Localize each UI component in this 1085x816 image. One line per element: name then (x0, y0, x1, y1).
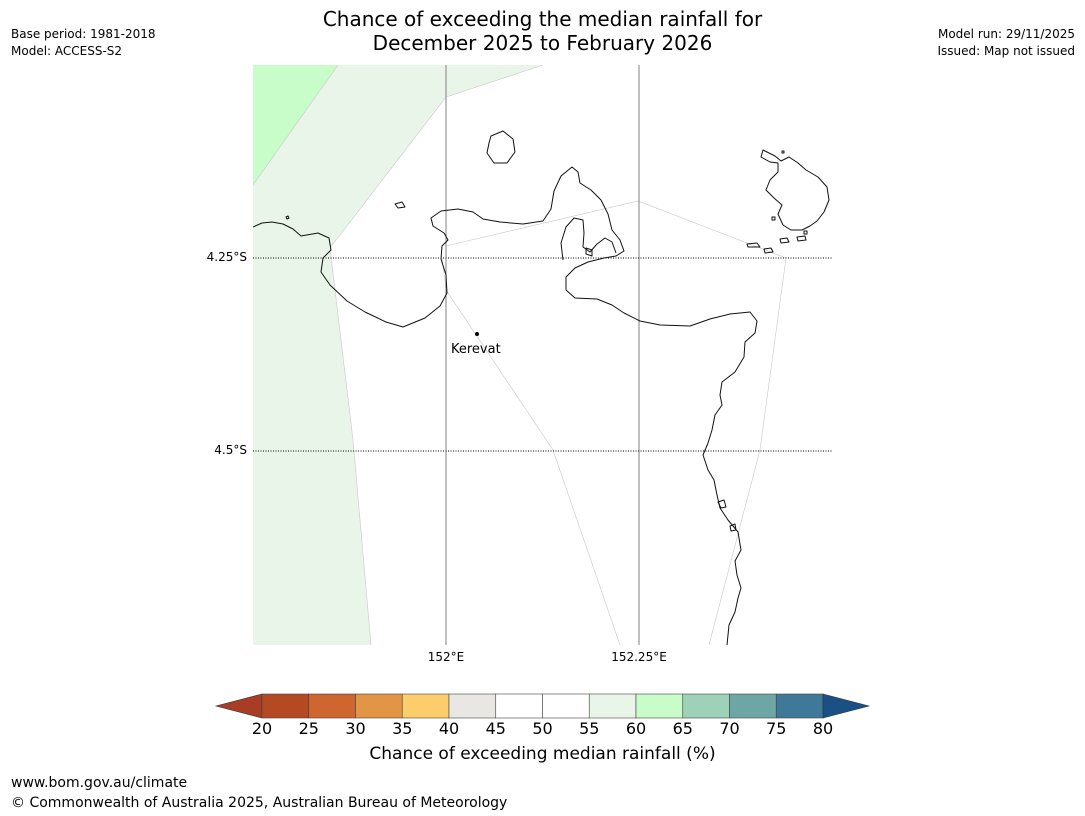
model-name: Model: ACCESS-S2 (11, 44, 123, 58)
colorbar-tick-70: 70 (719, 719, 740, 738)
place-label-kerevat: Kerevat (451, 342, 501, 357)
lon-label-152: 152°E (427, 650, 465, 664)
colorbar-bin-30-35 (355, 693, 403, 719)
contour-lines (253, 65, 787, 645)
colorbar-bin-20-25 (261, 693, 310, 719)
colorbar-tick-25: 25 (298, 719, 319, 738)
colorbar-bin-40-45 (448, 693, 497, 719)
colorbar-tick-50: 50 (532, 719, 553, 738)
shade-55-60 (253, 65, 543, 645)
colorbar-bin-55-60 (588, 693, 637, 719)
footer-url: www.bom.gov.au/climate (11, 775, 188, 791)
lat-label-4-25: 4.25°S (206, 250, 247, 264)
lat-label-4-5: 4.5°S (214, 443, 247, 457)
colorbar-extend-low (214, 693, 263, 719)
coastline (253, 130, 830, 645)
colorbar-tick-20: 20 (251, 719, 273, 738)
graticule (253, 65, 832, 645)
colorbar-caption: Chance of exceeding median rainfall (%) (369, 744, 716, 764)
colorbar-bin-25-30 (308, 693, 356, 719)
map-area (253, 65, 832, 645)
colorbar-bin-75-80 (775, 693, 824, 719)
lon-label-152-25: 152.25°E (611, 650, 667, 664)
colorbar-tick-30: 30 (345, 719, 366, 738)
colorbar-tick-60: 60 (625, 719, 647, 738)
colorbar-bin-50-55 (542, 693, 590, 719)
colorbar-tick-35: 35 (392, 719, 413, 738)
colorbar-bin-35-40 (401, 693, 450, 719)
colorbar-tick-40: 40 (438, 719, 460, 738)
base-period: Base period: 1981-2018 (11, 27, 156, 41)
kerevat-marker (475, 332, 479, 336)
colorbar-bin-45-50 (495, 693, 543, 719)
map-title-line1: Chance of exceeding the median rainfall … (322, 7, 763, 31)
colorbar-bin-70-75 (729, 693, 777, 719)
model-run: Model run: 29/11/2025 (937, 27, 1075, 41)
colorbar-tick-45: 45 (485, 719, 506, 738)
colorbar-bin-60-65 (635, 693, 684, 719)
colorbar-tick-75: 75 (766, 719, 787, 738)
footer-copyright: © Commonwealth of Australia 2025, Austra… (11, 795, 508, 811)
run-info: Model run: 29/11/2025 Issued: Map not is… (937, 26, 1075, 60)
colorbar-tick-55: 55 (579, 719, 600, 738)
colorbar-bin-65-70 (682, 693, 730, 719)
map-title-line2: December 2025 to February 2026 (372, 31, 713, 55)
model-info: Base period: 1981-2018 Model: ACCESS-S2 (11, 26, 156, 60)
colorbar-extend-high (822, 693, 871, 719)
issue-status: Issued: Map not issued (937, 44, 1075, 58)
colorbar-tick-80: 80 (812, 719, 834, 738)
map-title: Chance of exceeding the median rainfall … (0, 7, 1085, 55)
colorbar (214, 693, 871, 719)
colorbar-tick-65: 65 (672, 719, 693, 738)
